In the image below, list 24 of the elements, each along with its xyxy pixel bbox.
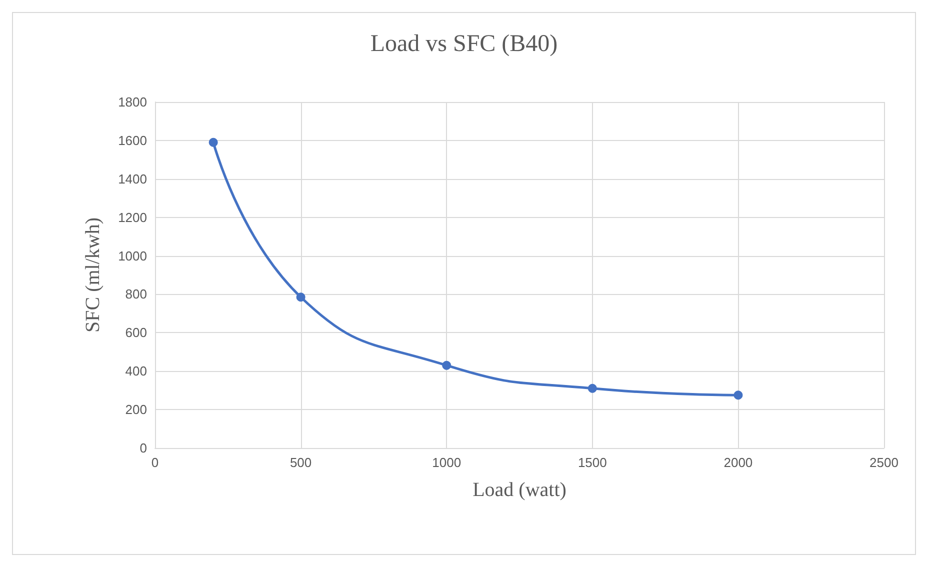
y-axis-title: SFC (ml/kwh)	[82, 217, 104, 333]
x-tick-label: 0	[151, 455, 159, 470]
x-tick-label: 2500	[870, 455, 898, 470]
point	[442, 360, 452, 370]
y-tick-label: 1400	[118, 171, 147, 186]
x-tick-label: 1500	[578, 455, 607, 470]
point	[296, 292, 306, 302]
y-tick-label: 200	[125, 402, 147, 418]
chart-title: Load vs SFC (B40)	[370, 31, 558, 57]
y-tick-label: 600	[125, 325, 147, 340]
x-tick-label: 500	[290, 455, 312, 470]
y-tick-label: 800	[125, 286, 147, 302]
y-tick-label: 0	[140, 440, 147, 456]
y-tick-label: 400	[125, 364, 147, 379]
x-tick-label: 1000	[432, 455, 462, 470]
x-tick-label: 2000	[724, 455, 753, 470]
point	[208, 138, 218, 147]
point	[734, 390, 743, 400]
y-tick-label: 1000	[118, 248, 147, 264]
point	[588, 384, 597, 393]
y-tick-label: 1800	[118, 94, 147, 110]
y-tick-label: 1600	[118, 132, 147, 148]
y-tick-label: 1200	[118, 210, 147, 225]
x-axis-title: Load (watt)	[472, 479, 566, 501]
